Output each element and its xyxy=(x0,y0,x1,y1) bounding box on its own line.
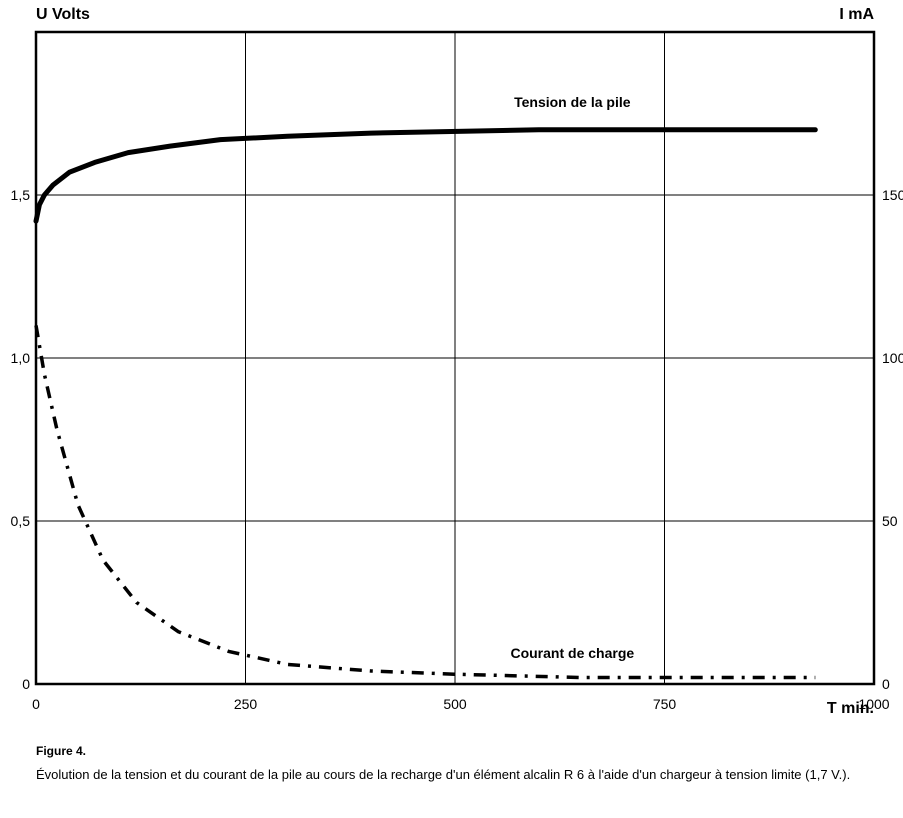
y-left-tick: 0,5 xyxy=(11,513,30,529)
figure-container: U Volts I mA T min. Tension de la pile C… xyxy=(0,0,903,818)
figure-caption-title: Figure 4. xyxy=(36,744,86,758)
y-right-tick: 100 xyxy=(882,350,903,366)
x-tick: 0 xyxy=(32,696,40,712)
y-left-tick: 1,5 xyxy=(11,187,30,203)
y-right-tick: 50 xyxy=(882,513,898,529)
x-tick: 1000 xyxy=(858,696,889,712)
y-left-tick: 1,0 xyxy=(11,350,30,366)
y-right-tick: 150 xyxy=(882,187,903,203)
y-right-tick: 0 xyxy=(882,676,890,692)
y-left-tick: 0 xyxy=(22,676,30,692)
series-label-current: Courant de charge xyxy=(510,645,634,661)
figure-caption-body: Évolution de la tension et du courant de… xyxy=(36,766,874,784)
series-label-voltage: Tension de la pile xyxy=(514,94,630,110)
x-tick: 750 xyxy=(653,696,676,712)
x-tick: 500 xyxy=(443,696,466,712)
x-tick: 250 xyxy=(234,696,257,712)
